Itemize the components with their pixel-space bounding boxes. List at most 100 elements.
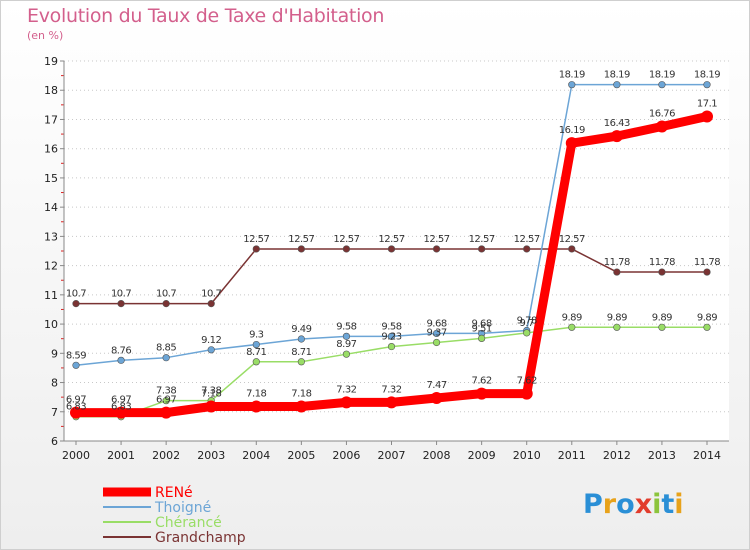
x-tick-label: 2002 <box>152 449 180 462</box>
data-label: 7.38 <box>156 386 176 397</box>
data-label: 11.78 <box>604 257 630 268</box>
x-tick-label: 2000 <box>62 449 90 462</box>
data-point <box>478 245 486 253</box>
proxiti-logo: Proxiti <box>583 489 684 520</box>
data-label: 16.76 <box>649 108 675 119</box>
data-point <box>162 397 170 405</box>
data-label: 8.59 <box>66 350 86 361</box>
data-label: 7.62 <box>517 376 537 387</box>
x-tick-label: 2010 <box>513 449 541 462</box>
data-label: 9.68 <box>472 318 492 329</box>
data-label: 12.57 <box>288 234 314 245</box>
data-point <box>568 81 576 89</box>
data-label: 9.78 <box>517 316 537 327</box>
y-tick-label: 11 <box>44 289 58 302</box>
logo-letter: i <box>652 489 662 520</box>
y-tick-label: 17 <box>44 113 58 126</box>
data-label: 7.18 <box>291 389 311 400</box>
data-label: 18.19 <box>604 70 630 81</box>
data-label: 6.97 <box>66 395 86 406</box>
data-label: 9.58 <box>336 321 356 332</box>
data-point <box>701 110 713 123</box>
x-tick-label: 2003 <box>197 449 225 462</box>
data-point <box>565 137 578 150</box>
y-tick-label: 16 <box>44 143 58 156</box>
data-point <box>70 406 82 419</box>
data-label: 7.47 <box>426 380 446 391</box>
y-tick-label: 19 <box>44 55 58 68</box>
x-tick-label: 2013 <box>648 449 676 462</box>
data-point <box>252 340 260 349</box>
data-point <box>523 245 531 253</box>
logo-letter: P <box>583 489 603 520</box>
data-point <box>703 81 711 89</box>
x-tick-label: 2001 <box>107 449 135 462</box>
data-point <box>117 300 125 308</box>
data-point <box>160 406 173 419</box>
data-point <box>658 268 666 276</box>
x-tick-label: 2009 <box>468 449 496 462</box>
data-point <box>610 130 623 143</box>
data-point <box>703 323 711 331</box>
data-point <box>295 400 308 413</box>
data-label: 17.1 <box>697 99 717 110</box>
data-label: 12.57 <box>469 234 495 245</box>
data-label: 10.7 <box>156 289 176 300</box>
data-label: 9.49 <box>291 324 311 335</box>
data-label: 10.7 <box>111 289 131 300</box>
data-label: 7.62 <box>472 376 492 387</box>
data-label: 9.58 <box>381 321 401 332</box>
data-label: 12.57 <box>559 234 585 245</box>
data-label: 8.97 <box>336 339 356 350</box>
data-point <box>385 396 398 409</box>
data-point <box>658 323 666 331</box>
y-tick-label: 10 <box>44 318 58 331</box>
legend-label: RENé <box>155 485 193 501</box>
data-point <box>432 338 441 347</box>
data-point <box>613 268 621 276</box>
x-tick-label: 2011 <box>558 449 586 462</box>
data-label: 6.97 <box>111 395 131 406</box>
data-point <box>250 400 263 413</box>
logo-letter: t <box>661 489 675 520</box>
y-tick-label: 13 <box>44 230 58 243</box>
data-label: 9.89 <box>652 312 672 323</box>
data-point <box>297 335 305 343</box>
data-point <box>430 392 443 405</box>
data-point <box>523 329 531 337</box>
data-point <box>703 268 711 276</box>
y-tick-label: 8 <box>51 377 58 390</box>
logo-letter: i <box>674 489 684 520</box>
data-point <box>115 406 128 419</box>
data-point <box>252 358 260 366</box>
data-point <box>297 245 305 253</box>
data-label: 12.57 <box>333 234 359 245</box>
data-point <box>387 332 396 340</box>
y-tick-label: 15 <box>44 172 58 185</box>
data-point <box>342 350 351 358</box>
data-label: 12.57 <box>378 234 404 245</box>
data-label: 6.97 <box>156 395 176 406</box>
plot-area <box>64 61 729 441</box>
data-point <box>297 358 305 366</box>
logo-letter: o <box>616 489 635 520</box>
x-tick-label: 2006 <box>332 449 360 462</box>
data-label: 18.19 <box>694 70 720 81</box>
data-label: 8.71 <box>291 347 311 358</box>
data-label: 7.32 <box>381 384 401 395</box>
data-label: 6.83 <box>111 402 131 413</box>
y-tick-label: 18 <box>44 84 58 97</box>
data-label: 7.18 <box>246 389 266 400</box>
data-label: 9.51 <box>472 323 492 334</box>
data-point <box>340 396 353 409</box>
data-label: 12.57 <box>514 234 540 245</box>
data-label: 12.57 <box>243 234 269 245</box>
data-label: 11.78 <box>649 257 675 268</box>
y-tick-label: 14 <box>44 201 58 214</box>
data-label: 9.37 <box>426 327 446 338</box>
data-label: 7.32 <box>336 384 356 395</box>
data-point <box>72 361 80 369</box>
data-label: 9.89 <box>562 312 582 323</box>
x-tick-label: 2014 <box>693 449 721 462</box>
data-point <box>568 245 576 253</box>
